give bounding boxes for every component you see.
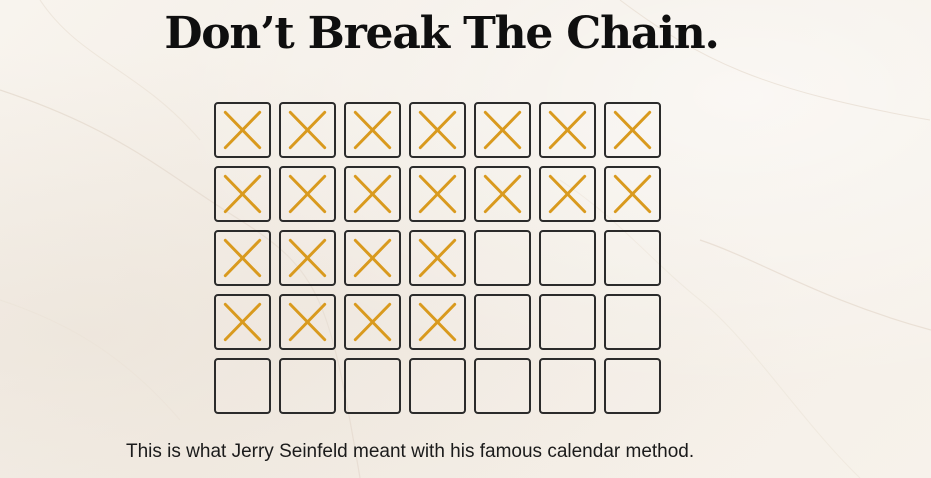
caption-text: This is what Jerry Seinfeld meant with h… (126, 441, 695, 462)
calendar-day[interactable] (409, 230, 466, 286)
calendar-day[interactable] (344, 102, 401, 158)
calendar-day[interactable] (474, 230, 531, 286)
x-mark-icon (418, 302, 457, 342)
x-mark-icon (483, 110, 522, 150)
x-mark-icon (353, 174, 392, 214)
calendar-day[interactable] (344, 230, 401, 286)
calendar-day[interactable] (279, 230, 336, 286)
calendar-day[interactable] (409, 102, 466, 158)
x-mark-icon (548, 174, 587, 214)
calendar-day[interactable] (344, 294, 401, 350)
calendar-day[interactable] (474, 358, 531, 414)
calendar-day[interactable] (279, 166, 336, 222)
calendar-day[interactable] (539, 102, 596, 158)
x-mark-icon (418, 174, 457, 214)
x-mark-icon (353, 238, 392, 278)
calendar-day[interactable] (539, 230, 596, 286)
calendar-day[interactable] (279, 294, 336, 350)
x-mark-icon (353, 302, 392, 342)
calendar-day[interactable] (409, 294, 466, 350)
calendar-day[interactable] (214, 358, 271, 414)
calendar-day[interactable] (344, 358, 401, 414)
page-title: Don’t Break The Chain. (164, 8, 720, 59)
x-mark-icon (223, 302, 262, 342)
calendar-day[interactable] (539, 294, 596, 350)
x-mark-icon (288, 302, 327, 342)
calendar-day[interactable] (214, 230, 271, 286)
calendar-day[interactable] (409, 166, 466, 222)
calendar-day[interactable] (604, 166, 661, 222)
x-mark-icon (613, 110, 652, 150)
x-mark-icon (613, 174, 652, 214)
calendar-day[interactable] (344, 166, 401, 222)
x-mark-icon (288, 238, 327, 278)
calendar-day[interactable] (279, 102, 336, 158)
calendar-day[interactable] (604, 230, 661, 286)
calendar-day[interactable] (474, 102, 531, 158)
calendar-day[interactable] (604, 294, 661, 350)
calendar-day[interactable] (214, 102, 271, 158)
calendar-day[interactable] (604, 102, 661, 158)
calendar-day[interactable] (474, 294, 531, 350)
calendar-day[interactable] (539, 166, 596, 222)
calendar-day[interactable] (214, 166, 271, 222)
x-mark-icon (223, 174, 262, 214)
calendar-day[interactable] (539, 358, 596, 414)
calendar-day[interactable] (409, 358, 466, 414)
x-mark-icon (288, 174, 327, 214)
x-mark-icon (483, 174, 522, 214)
habit-calendar (214, 102, 661, 414)
x-mark-icon (223, 238, 262, 278)
calendar-day[interactable] (214, 294, 271, 350)
x-mark-icon (223, 110, 262, 150)
calendar-day[interactable] (604, 358, 661, 414)
x-mark-icon (353, 110, 392, 150)
calendar-day[interactable] (474, 166, 531, 222)
x-mark-icon (418, 238, 457, 278)
x-mark-icon (418, 110, 457, 150)
calendar-day[interactable] (279, 358, 336, 414)
x-mark-icon (288, 110, 327, 150)
x-mark-icon (548, 110, 587, 150)
